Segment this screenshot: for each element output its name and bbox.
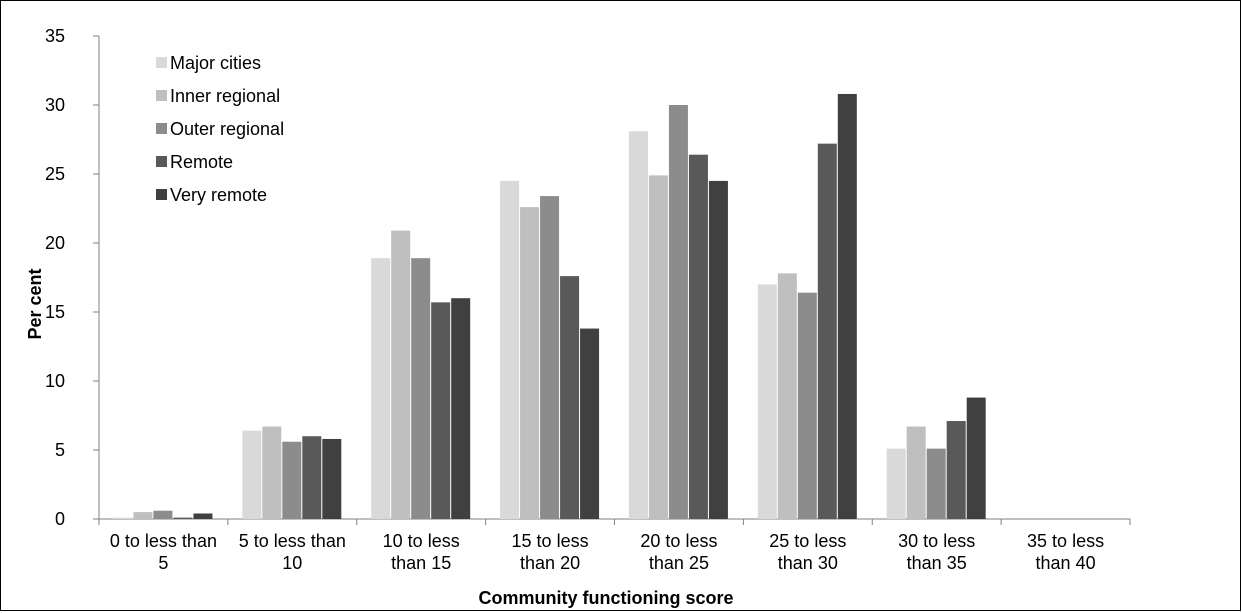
legend-swatch — [156, 57, 167, 68]
bar — [688, 154, 708, 519]
bar — [777, 273, 797, 519]
bar — [540, 196, 560, 519]
y-tick-label: 25 — [45, 164, 65, 184]
legend-label: Very remote — [170, 185, 267, 205]
bar — [946, 421, 966, 519]
bar — [322, 438, 342, 519]
bar — [906, 426, 926, 519]
bar — [431, 302, 451, 519]
bar — [173, 517, 193, 519]
bar — [886, 448, 906, 519]
bar — [817, 143, 837, 519]
legend-swatch — [156, 90, 167, 101]
bar — [113, 517, 133, 519]
x-tick-label: 15 to less than 20 — [512, 531, 589, 573]
bar — [451, 298, 471, 519]
bar — [837, 93, 857, 520]
x-axis-title: Community functioning score — [478, 588, 733, 608]
bar — [520, 207, 540, 519]
x-tick-label: 30 to less than 35 — [898, 531, 975, 573]
y-tick-label: 0 — [55, 509, 65, 529]
x-tick-label: 0 to less than 5 — [110, 531, 217, 573]
bar — [193, 513, 213, 519]
legend-label: Major cities — [170, 53, 261, 73]
bar — [708, 180, 728, 519]
bar — [580, 328, 600, 519]
y-tick-label: 30 — [45, 95, 65, 115]
x-tick-label: 25 to less than 30 — [769, 531, 846, 573]
y-tick-label: 35 — [45, 26, 65, 46]
bar — [628, 131, 648, 519]
legend-label: Remote — [170, 152, 233, 172]
bar — [926, 448, 946, 519]
bar — [966, 397, 986, 519]
bar — [242, 430, 262, 519]
bar — [648, 175, 668, 519]
y-axis-title: Per cent — [25, 268, 45, 339]
bar — [371, 258, 391, 519]
y-tick-label: 5 — [55, 440, 65, 460]
bars — [113, 93, 986, 520]
bar — [757, 284, 777, 519]
bar — [282, 441, 302, 519]
y-tick-label: 15 — [45, 302, 65, 322]
x-tick-label: 20 to less than 25 — [640, 531, 717, 573]
axis-labels: Per cent Community functioning score — [25, 268, 734, 608]
legend: Major cities Inner regional Outer regional… — [156, 53, 284, 205]
bar — [668, 105, 688, 519]
y-tick-label: 10 — [45, 371, 65, 391]
legend-label: Outer regional — [170, 119, 284, 139]
legend-swatch — [156, 123, 167, 134]
bar — [560, 276, 580, 519]
legend-swatch — [156, 189, 167, 200]
x-tick-label: 5 to less than 10 — [239, 531, 346, 573]
axes: 0 5 10 15 20 25 30 35 0 to less than 5 5 to less t… — [45, 26, 1131, 573]
bar — [262, 426, 282, 519]
bar — [411, 258, 431, 519]
x-tick-label: 35 to less than 40 — [1027, 531, 1104, 573]
bar — [133, 512, 153, 519]
y-tick-label: 20 — [45, 233, 65, 253]
bar — [153, 510, 173, 519]
legend-swatch — [156, 156, 167, 167]
bar — [797, 292, 817, 519]
x-tick-label: 10 to less than 15 — [383, 531, 460, 573]
legend-label: Inner regional — [170, 86, 280, 106]
bar — [391, 230, 411, 519]
bar — [302, 436, 322, 519]
bar — [500, 180, 520, 519]
